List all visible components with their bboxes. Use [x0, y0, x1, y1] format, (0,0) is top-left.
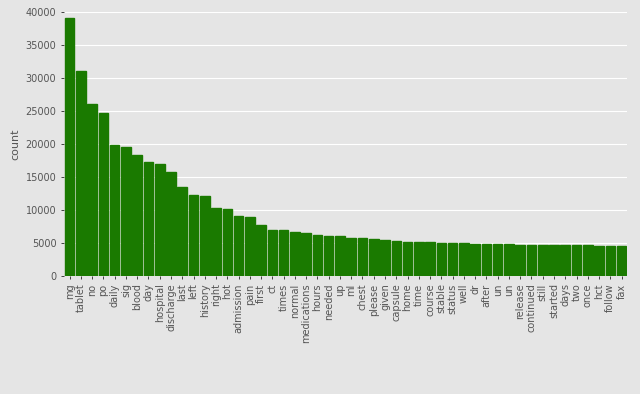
Bar — [595, 246, 604, 276]
Bar — [76, 71, 86, 276]
Bar — [470, 244, 480, 276]
Bar — [583, 245, 593, 276]
Bar — [392, 242, 401, 276]
Bar — [144, 162, 153, 276]
Bar — [403, 242, 412, 276]
Bar — [245, 217, 255, 276]
Bar — [482, 244, 491, 276]
Bar — [515, 245, 525, 276]
Bar — [346, 238, 356, 276]
Bar — [448, 243, 458, 276]
Bar — [257, 225, 266, 276]
Bar — [459, 243, 468, 276]
Bar — [335, 236, 345, 276]
Bar — [223, 209, 232, 276]
Bar — [189, 195, 198, 276]
Bar — [279, 230, 289, 276]
Bar — [572, 245, 581, 276]
Bar — [211, 208, 221, 276]
Bar — [527, 245, 536, 276]
Bar — [268, 230, 277, 276]
Y-axis label: count: count — [10, 128, 20, 160]
Bar — [324, 236, 333, 276]
Bar — [177, 188, 187, 276]
Bar — [313, 235, 322, 276]
Bar — [110, 145, 120, 276]
Bar — [426, 242, 435, 276]
Bar — [436, 243, 446, 276]
Bar — [504, 244, 514, 276]
Bar — [538, 245, 547, 276]
Bar — [380, 240, 390, 276]
Bar — [155, 164, 164, 276]
Bar — [358, 238, 367, 276]
Bar — [132, 155, 142, 276]
Bar — [549, 245, 559, 276]
Bar — [200, 196, 209, 276]
Bar — [290, 232, 300, 276]
Bar — [493, 244, 502, 276]
Bar — [617, 246, 627, 276]
Bar — [88, 104, 97, 276]
Bar — [369, 239, 378, 276]
Bar — [414, 242, 424, 276]
Bar — [99, 113, 108, 276]
Bar — [166, 172, 176, 276]
Bar — [301, 233, 311, 276]
Bar — [121, 147, 131, 276]
Bar — [605, 246, 615, 276]
Bar — [561, 245, 570, 276]
Bar — [234, 216, 243, 276]
Bar — [65, 19, 74, 276]
